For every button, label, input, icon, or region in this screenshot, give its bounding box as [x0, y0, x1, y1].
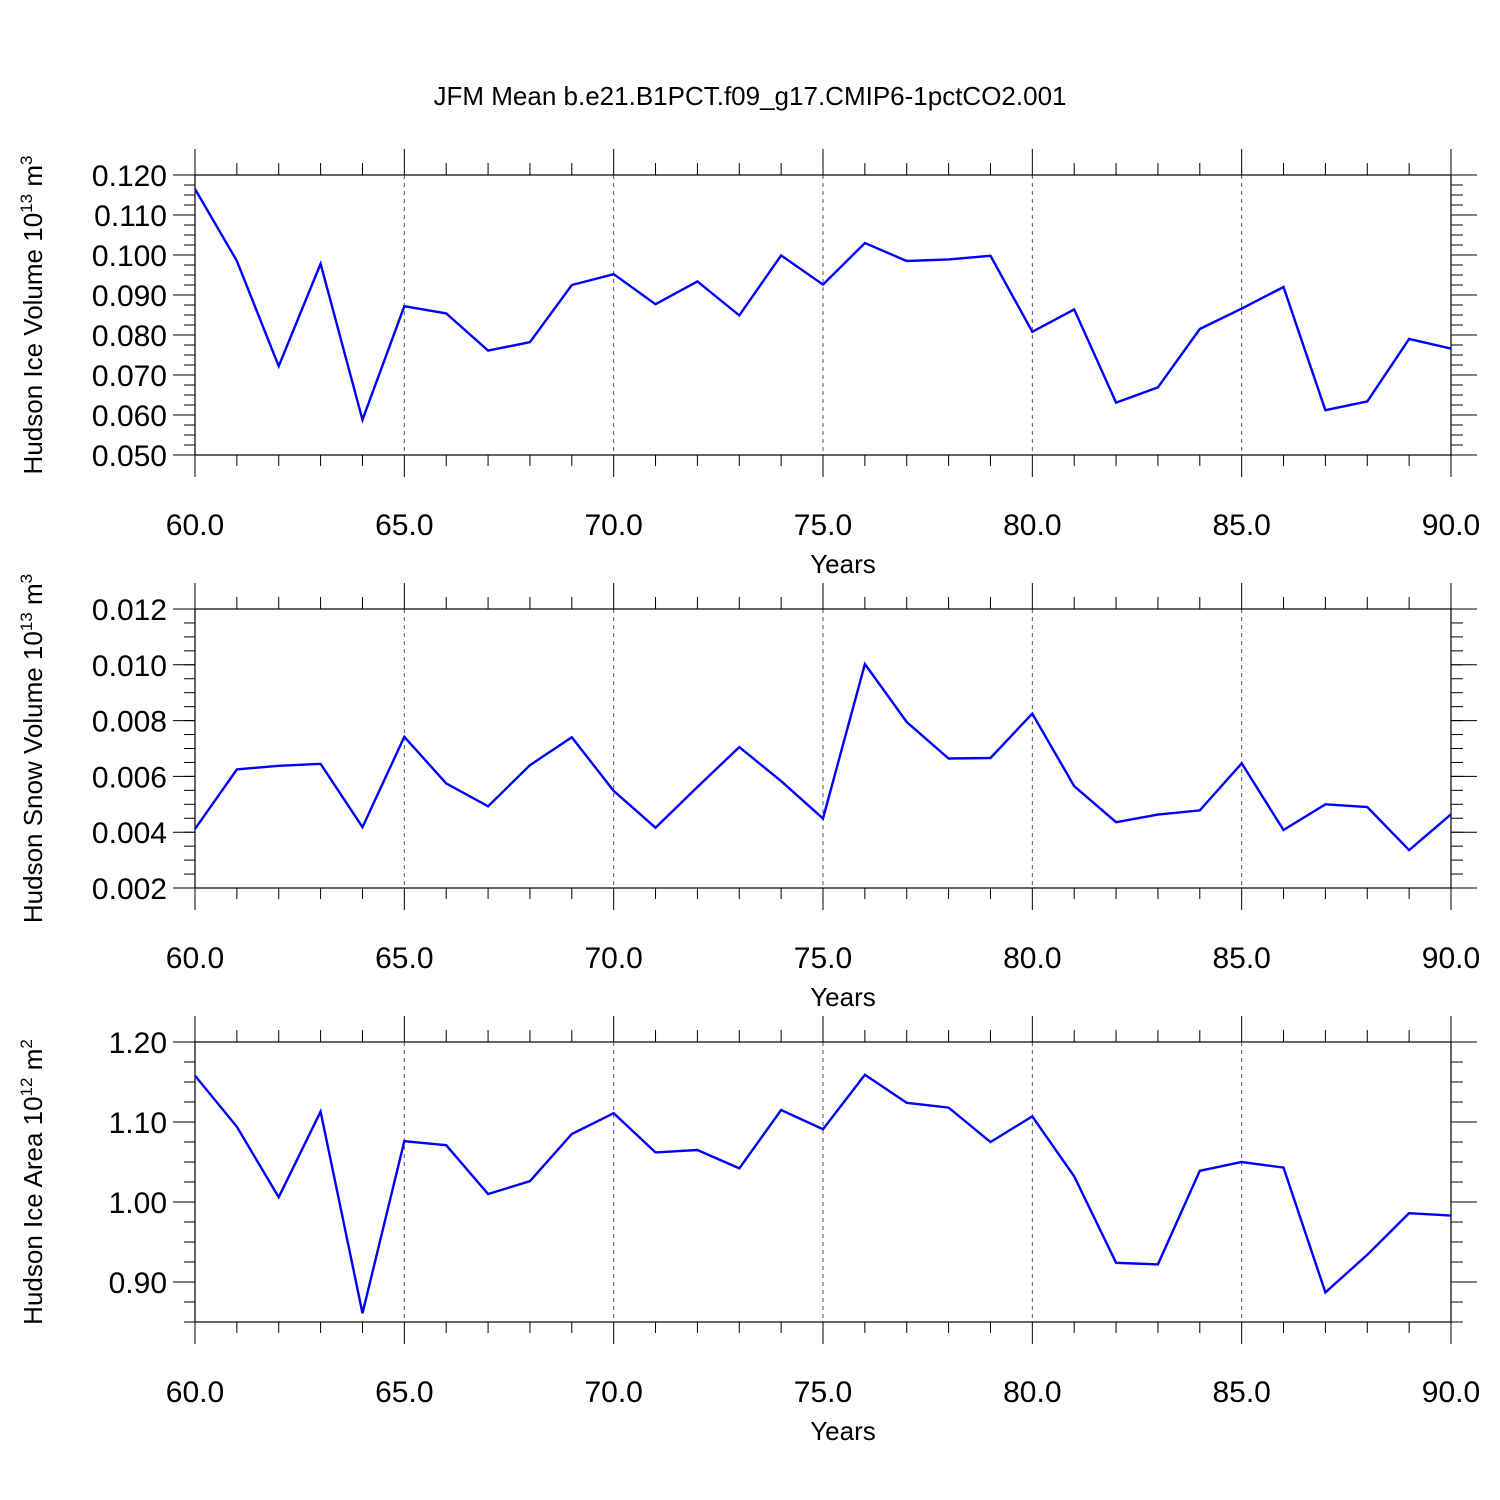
- y-tick-label: 0.010: [92, 650, 167, 683]
- x-tick-label: 75.0: [794, 509, 852, 542]
- panels: 60.0 65.0 70.0 75.0 80.0 85.0 90.0 0.050 0.060 0.…: [17, 149, 1480, 1446]
- x-axis-label: Years: [810, 549, 876, 579]
- x-tick-label: 65.0: [375, 1376, 433, 1409]
- y-tick-label: 0.080: [92, 320, 167, 353]
- panel-2: 60.0 65.0 70.0 75.0 80.0 85.0 90.0 0.002 0.004 0.…: [17, 574, 1480, 1012]
- x-tick-label: 60.0: [166, 509, 224, 542]
- x-tick-label: 75.0: [794, 1376, 852, 1409]
- y-tick-label: 0.090: [92, 280, 167, 313]
- y-tick-label: 0.002: [92, 873, 167, 906]
- panel-3: 60.0 65.0 70.0 75.0 80.0 85.0 90.0 0.90 1.00 1.10…: [17, 1016, 1480, 1446]
- y-axis-label: Hudson Ice Area 1012 m2: [17, 1039, 48, 1325]
- x-tick-label: 90.0: [1422, 1376, 1480, 1409]
- y-tick-label: 1.20: [109, 1027, 167, 1060]
- x-tick-label: 90.0: [1422, 509, 1480, 542]
- y-tick-label: 0.012: [92, 594, 167, 627]
- x-tick-label: 60.0: [166, 1376, 224, 1409]
- x-tick-label: 70.0: [584, 942, 642, 975]
- x-tick-label: 80.0: [1003, 1376, 1061, 1409]
- x-tick-label: 90.0: [1422, 942, 1480, 975]
- panel-1: 60.0 65.0 70.0 75.0 80.0 85.0 90.0 0.050 0.060 0.…: [17, 149, 1480, 579]
- y-tick-label: 0.004: [92, 817, 167, 850]
- y-tick-label: 0.070: [92, 360, 167, 393]
- y-tick-label: 0.006: [92, 761, 167, 794]
- x-tick-label: 65.0: [375, 509, 433, 542]
- series-line: [194, 1073, 1452, 1314]
- series-line: [193, 188, 1452, 424]
- x-axis-label: Years: [810, 982, 876, 1012]
- y-tick-label: 0.008: [92, 706, 167, 739]
- y-tick-label: 0.060: [92, 400, 167, 433]
- y-tick-label: 1.10: [109, 1107, 167, 1140]
- x-axis-label: Years: [810, 1416, 876, 1446]
- x-tick-label: 85.0: [1212, 942, 1270, 975]
- y-axis-label: Hudson Snow Volume 1013 m3: [17, 574, 48, 923]
- x-tick-label: 70.0: [584, 509, 642, 542]
- chart-title: JFM Mean b.e21.B1PCT.f09_g17.CMIP6-1pctC…: [434, 81, 1067, 111]
- y-tick-label: 0.050: [92, 440, 167, 473]
- y-tick-label: 1.00: [109, 1187, 167, 1220]
- y-tick-label: 0.120: [92, 160, 167, 193]
- x-tick-label: 85.0: [1212, 509, 1270, 542]
- y-tick-label: 0.100: [92, 240, 167, 273]
- y-axis-label: Hudson Ice Volume 1013 m3: [17, 156, 48, 475]
- x-tick-label: 75.0: [794, 942, 852, 975]
- x-tick-label: 85.0: [1212, 1376, 1270, 1409]
- x-tick-label: 70.0: [584, 1376, 642, 1409]
- x-tick-label: 80.0: [1003, 509, 1061, 542]
- series-line: [194, 661, 1452, 852]
- x-tick-label: 60.0: [166, 942, 224, 975]
- y-tick-label: 0.90: [109, 1267, 167, 1300]
- y-tick-label: 0.110: [94, 200, 167, 233]
- x-tick-label: 80.0: [1003, 942, 1061, 975]
- x-tick-label: 65.0: [375, 942, 433, 975]
